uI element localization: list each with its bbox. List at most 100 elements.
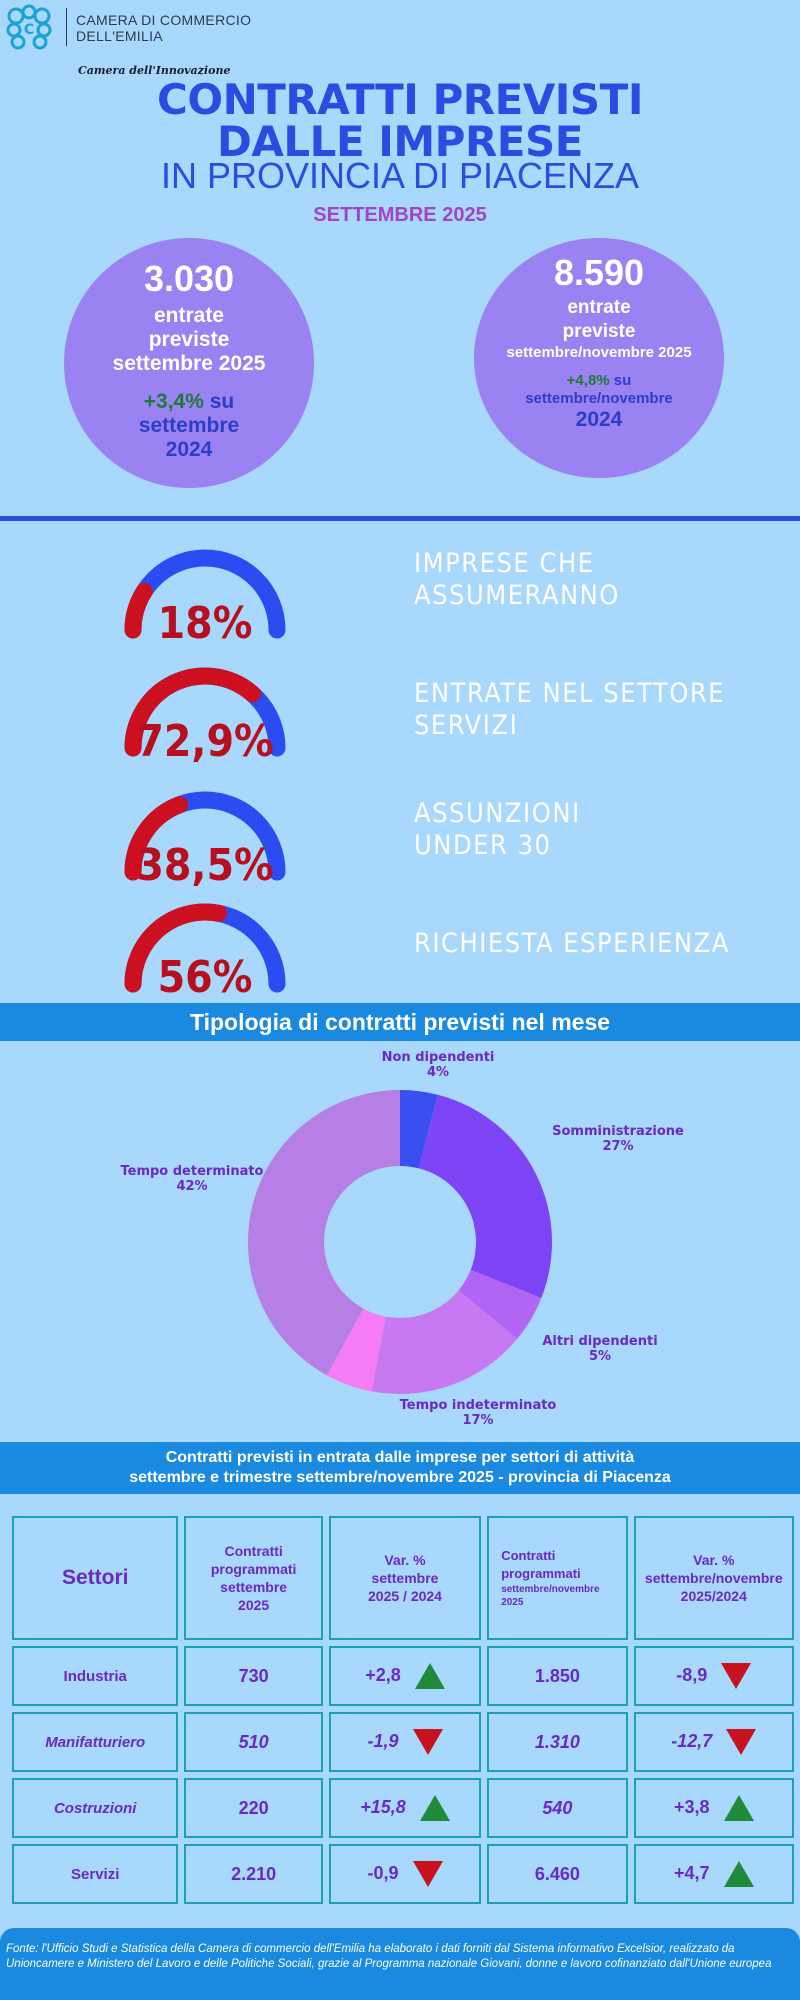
bubble-text: settembre 2025 bbox=[112, 352, 266, 375]
row-var-quarter: -8,9 bbox=[633, 1646, 794, 1706]
header-var-month: Var. % settembre 2025 / 2024 bbox=[328, 1516, 482, 1640]
header-var-quarter: Var. % settembre/novembre 2025/2024 bbox=[633, 1516, 794, 1640]
month-label: SETTEMBRE 2025 bbox=[313, 204, 487, 226]
bubble-variation-suffix: su bbox=[209, 390, 235, 413]
gauge-label-line2: SERVIZI bbox=[414, 710, 519, 741]
table-title: Contratti previsti in entrata dalle impr… bbox=[0, 1442, 800, 1494]
main-title-line1: CONTRATTI PREVISTI bbox=[157, 75, 643, 124]
org-name-line2: DELL'EMILIA bbox=[76, 28, 163, 44]
gauge-under-30: 38,5% bbox=[124, 791, 286, 890]
gauge-label-line1: RICHIESTA ESPERIENZA bbox=[414, 928, 730, 959]
gauge-label: ASSUNZIONI UNDER 30 bbox=[414, 798, 794, 862]
bubble-text: entrate bbox=[153, 304, 225, 327]
org-name: CAMERA DI COMMERCIO DELL'EMILIA bbox=[76, 12, 251, 44]
triangle-down-icon bbox=[721, 1663, 752, 1689]
gauge-label: ENTRATE NEL SETTORE SERVIZI bbox=[414, 678, 794, 742]
slice-label-altri-dipendenti: Altri dipendenti 5% bbox=[542, 1334, 658, 1364]
chamber-logo: C CAMERA DI COMMERCIO DELL'EMILIA bbox=[4, 4, 264, 50]
bubble-compare: settembre/novembre bbox=[525, 390, 673, 407]
gauge-value: 72,9% bbox=[136, 716, 273, 766]
slice-label-tempo-indeterminato: Tempo indeterminato 17% bbox=[399, 1398, 557, 1428]
table-row: Manifatturiero 510 -1,9 1.310 -12,7 bbox=[12, 1712, 794, 1772]
row-var-quarter: -12,7 bbox=[633, 1712, 794, 1772]
gauge-label-line1: ASSUNZIONI bbox=[414, 798, 581, 829]
header-contracts-month: Contratti programmati settembre 2025 bbox=[184, 1516, 323, 1640]
gauge-fill bbox=[124, 903, 227, 993]
row-contracts-quarter: 1.310 bbox=[487, 1712, 628, 1772]
bubble-text: settembre/novembre 2025 bbox=[506, 344, 692, 361]
row-contracts-quarter: 540 bbox=[487, 1778, 628, 1838]
table-title-line1: Contratti previsti in entrata dalle impr… bbox=[165, 1449, 635, 1466]
table-row: Costruzioni 220 +15,8 540 +3,8 bbox=[12, 1778, 794, 1838]
gauge-label: RICHIESTA ESPERIENZA bbox=[414, 928, 794, 960]
gauge-label-line2: ASSUMERANNO bbox=[414, 580, 620, 611]
sector-table: Settori Contratti programmati settembre 202… bbox=[6, 1510, 800, 1910]
row-sector: Manifatturiero bbox=[12, 1712, 179, 1772]
bubble-text: previste bbox=[562, 321, 636, 342]
gauge-experience-required: 56% bbox=[124, 903, 286, 1002]
table-title-line2: settembre e trimestre settembre/novembre… bbox=[129, 1469, 671, 1486]
gauge-value: 56% bbox=[158, 952, 253, 1002]
row-contracts-month: 730 bbox=[184, 1646, 323, 1706]
row-contracts-quarter: 6.460 bbox=[487, 1844, 628, 1904]
gauge-label-line1: ENTRATE NEL SETTORE bbox=[414, 678, 726, 709]
donut-slice-tempo-determinato bbox=[248, 1090, 400, 1376]
row-contracts-month: 2.210 bbox=[184, 1844, 323, 1904]
donut-chart bbox=[248, 1090, 552, 1394]
row-var-quarter: +4,7 bbox=[633, 1844, 794, 1904]
triangle-down-icon bbox=[412, 1861, 443, 1887]
bubble-compare-year: 2024 bbox=[165, 438, 213, 461]
bubble-variation: +4,8% bbox=[566, 372, 610, 389]
row-var-month: +15,8 bbox=[328, 1778, 482, 1838]
donut-slice-tempo-indeterminato bbox=[371, 1290, 518, 1394]
gauge-fill bbox=[124, 796, 189, 881]
slice-label-non-dipendenti: Non dipendenti 4% bbox=[381, 1050, 495, 1080]
bubble-quarter-entries: 8.590 entrate previste settembre/novembr… bbox=[474, 238, 724, 478]
row-var-month: +2,8 bbox=[328, 1646, 482, 1706]
bubble-text: entrate bbox=[567, 297, 631, 318]
bubble-number: 3.030 bbox=[143, 258, 235, 299]
triangle-up-icon bbox=[723, 1795, 754, 1821]
row-var-month: -0,9 bbox=[328, 1844, 482, 1904]
gauge-services-sector: 72,9% bbox=[124, 667, 286, 766]
table-header-row: Settori Contratti programmati settembre 202… bbox=[12, 1516, 794, 1640]
bubble-variation: +3,4% bbox=[143, 390, 204, 413]
bubble-compare: settembre bbox=[138, 414, 240, 437]
chart-title: Tipologia di contratti previsti nel mese bbox=[0, 1003, 800, 1041]
header-contracts-quarter: Contratti programmati settembre/novembre 20… bbox=[487, 1516, 628, 1640]
row-contracts-quarter: 1.850 bbox=[487, 1646, 628, 1706]
gauge-label: IMPRESE CHE ASSUMERANNO bbox=[414, 548, 794, 612]
tagline: Camera dell'Innovazione bbox=[78, 64, 231, 77]
triangle-down-icon bbox=[412, 1729, 443, 1755]
bubble-compare-year: 2024 bbox=[575, 408, 623, 431]
source-footer: Fonte: l'Ufficio Studi e Statistica dell… bbox=[0, 1928, 800, 2000]
bubble-text: previste bbox=[148, 328, 230, 351]
row-contracts-month: 220 bbox=[184, 1778, 323, 1838]
section-divider bbox=[0, 516, 800, 521]
gauge-label-line1: IMPRESE CHE bbox=[414, 548, 595, 579]
subtitle: IN PROVINCIA DI PIACENZA bbox=[160, 155, 640, 196]
logo-divider bbox=[66, 8, 67, 46]
row-sector: Servizi bbox=[12, 1844, 179, 1904]
gauge-label-line2: UNDER 30 bbox=[414, 830, 552, 861]
slice-label-tempo-determinato: Tempo determinato 42% bbox=[120, 1164, 264, 1194]
gauge-fill bbox=[124, 667, 261, 757]
triangle-up-icon bbox=[414, 1663, 445, 1689]
row-contracts-month: 510 bbox=[184, 1712, 323, 1772]
donut-slice-unlabeled-4 bbox=[326, 1308, 386, 1392]
chamber-logo-icon: C bbox=[6, 4, 52, 50]
header-settori: Settori bbox=[12, 1516, 179, 1640]
gauge-value: 18% bbox=[158, 598, 253, 648]
triangle-up-icon bbox=[419, 1795, 450, 1821]
bubble-variation-suffix: su bbox=[613, 372, 632, 389]
gauge-businesses-hiring: 18% bbox=[124, 549, 286, 648]
triangle-up-icon bbox=[723, 1861, 754, 1887]
org-name-line1: CAMERA DI COMMERCIO bbox=[76, 12, 252, 28]
triangle-down-icon bbox=[726, 1729, 757, 1755]
main-title-line2: DALLE IMPRESE bbox=[217, 117, 583, 166]
row-sector: Costruzioni bbox=[12, 1778, 179, 1838]
table-row: Servizi 2.210 -0,9 6.460 +4,7 bbox=[12, 1844, 794, 1904]
bubble-number: 8.590 bbox=[553, 252, 645, 293]
row-var-month: -1,9 bbox=[328, 1712, 482, 1772]
slice-label-somministrazione: Somministrazione 27% bbox=[552, 1124, 684, 1154]
